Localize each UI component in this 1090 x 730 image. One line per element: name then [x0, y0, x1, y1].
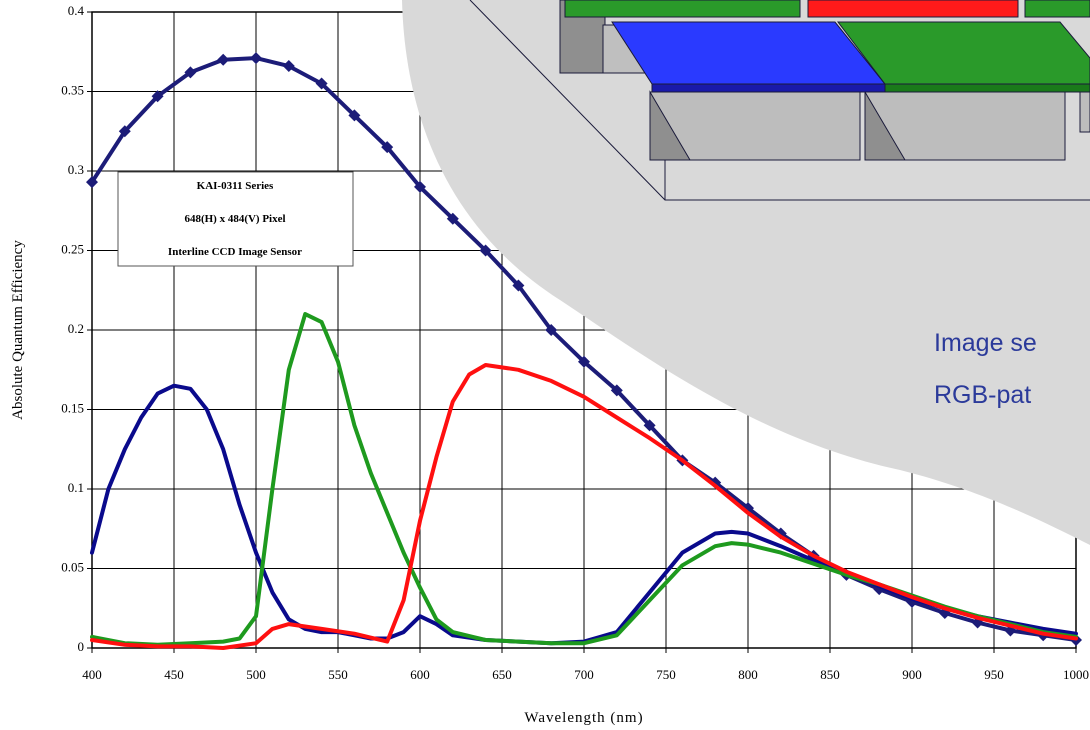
x-axis-title: Wavelength (nm)	[524, 710, 643, 726]
y-tick-label: 0.25	[61, 241, 84, 256]
series-line	[90, 363, 1078, 650]
x-tick-label: 800	[738, 667, 758, 682]
sensor-illustration	[469, 0, 1090, 201]
filter-edge	[884, 83, 1090, 93]
sensor-well	[649, 91, 861, 161]
sensor-well	[864, 90, 906, 161]
series-marker	[578, 355, 590, 368]
slide-overlay: Image se RGB-pat	[402, 0, 1090, 545]
series-marker	[512, 279, 525, 292]
series-marker	[151, 90, 164, 103]
x-tick-label: 700	[574, 667, 594, 682]
series-marker	[217, 53, 230, 66]
series-marker	[282, 60, 295, 73]
series-marker	[86, 176, 98, 189]
slide-text: RGB-pat	[934, 381, 1031, 409]
annotation-frame	[117, 171, 354, 267]
x-tick-label: 950	[984, 667, 1004, 682]
y-tick-label: 0	[78, 639, 85, 654]
x-tick-label: 850	[820, 667, 840, 682]
series-marker	[381, 141, 394, 154]
annotation-line: 648(H) x 484(V) Pixel	[184, 213, 285, 225]
x-tick-label: 1000	[1063, 667, 1089, 682]
series-marker	[742, 502, 754, 515]
x-tick-label: 500	[246, 667, 266, 682]
green-filter	[564, 0, 801, 18]
annotation-line: Interline CCD Image Sensor	[168, 246, 302, 258]
y-tick-label: 0.1	[68, 480, 84, 495]
series-marker	[315, 77, 328, 90]
sensor-well	[1079, 91, 1090, 133]
red-filter	[807, 0, 1019, 18]
sensor-well	[649, 90, 691, 161]
x-tick-label: 750	[656, 667, 676, 682]
y-tick-label: 0.4	[68, 3, 85, 18]
series-marker	[118, 125, 131, 138]
series-marker	[446, 212, 459, 225]
x-tick-label: 550	[328, 667, 348, 682]
x-tick-label: 450	[164, 667, 184, 682]
x-tick-label: 400	[82, 667, 102, 682]
y-tick-label: 0.05	[61, 559, 84, 574]
series-layer	[86, 52, 1082, 650]
series-marker	[643, 419, 656, 432]
x-tick-label: 900	[902, 667, 922, 682]
series-marker	[184, 66, 197, 79]
slide-text: Image se	[934, 329, 1037, 357]
green-filter	[836, 21, 1090, 85]
series-marker	[348, 109, 361, 122]
green-filter	[1024, 0, 1090, 18]
annotation-line: KAI-0311 Series	[197, 180, 274, 192]
y-axis-title: Absolute Quantum Efficiency	[10, 240, 26, 420]
y-tick-label: 0.3	[68, 162, 84, 177]
y-tick-label: 0.15	[61, 400, 84, 415]
annotation-box: KAI-0311 Series 648(H) x 484(V) Pixel In…	[117, 171, 354, 267]
x-tick-label: 650	[492, 667, 512, 682]
x-tick-label: 600	[410, 667, 430, 682]
series-marker	[545, 324, 558, 336]
y-tick-label: 0.2	[68, 321, 84, 336]
series-marker	[250, 52, 262, 65]
series-marker	[610, 384, 623, 397]
series-marker	[479, 244, 492, 257]
y-tick-label: 0.35	[61, 82, 84, 97]
series-marker	[414, 180, 426, 193]
filter-edge	[651, 83, 886, 93]
